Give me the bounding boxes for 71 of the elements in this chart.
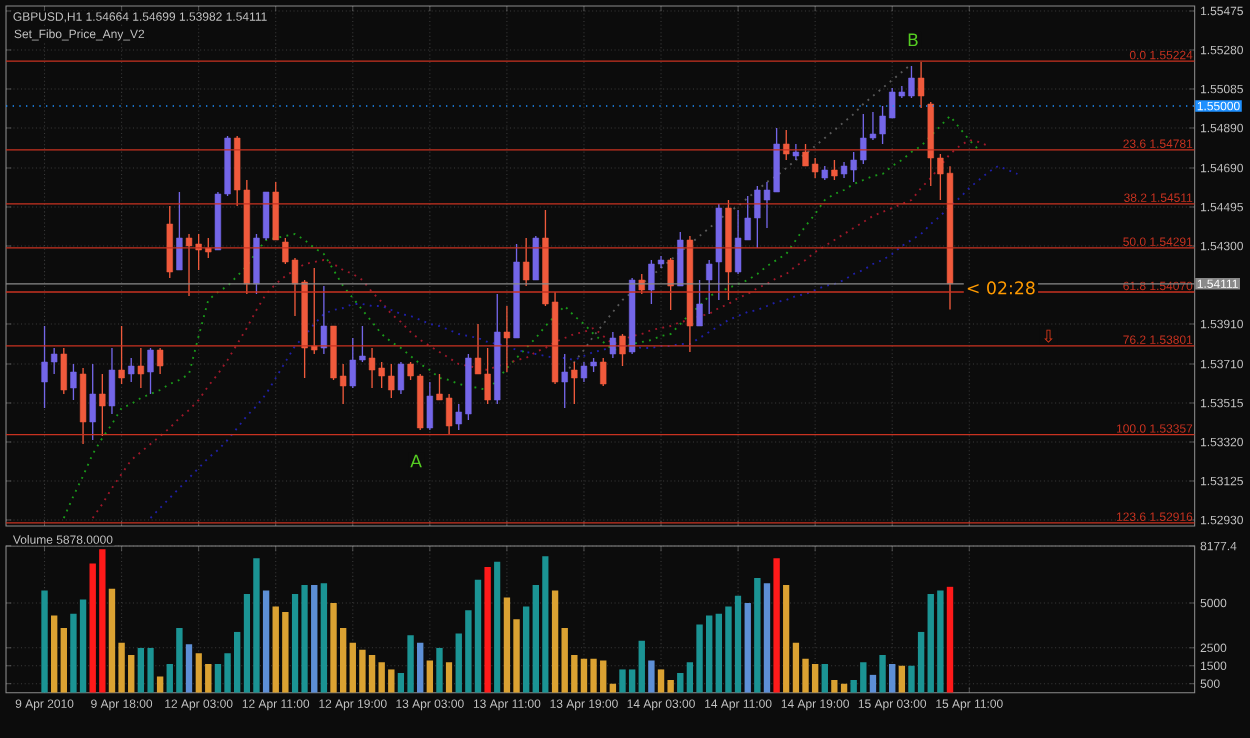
bar bbox=[522, 606, 530, 693]
candlestick bbox=[108, 347, 116, 415]
bar bbox=[436, 647, 443, 693]
bar bbox=[484, 567, 491, 693]
candlestick bbox=[600, 357, 607, 387]
candlestick bbox=[667, 257, 674, 311]
bar bbox=[821, 663, 828, 693]
bar bbox=[754, 577, 761, 693]
candlestick bbox=[503, 305, 511, 373]
candlestick bbox=[677, 231, 684, 287]
bar bbox=[879, 655, 886, 693]
candlestick bbox=[118, 325, 125, 385]
bar bbox=[600, 660, 607, 693]
candlestick bbox=[147, 347, 154, 395]
candlestick bbox=[571, 361, 578, 405]
candlestick bbox=[706, 259, 713, 315]
bar bbox=[831, 680, 838, 693]
candlestick bbox=[619, 333, 626, 367]
bar bbox=[638, 640, 645, 693]
bar bbox=[773, 558, 780, 693]
bar bbox=[744, 602, 751, 693]
bar bbox=[311, 585, 318, 693]
candlestick bbox=[166, 205, 173, 279]
annotation: < 02:28 bbox=[967, 281, 1035, 295]
bar bbox=[50, 615, 58, 693]
candlestick bbox=[272, 181, 279, 241]
annotation: B bbox=[908, 33, 918, 47]
bar bbox=[898, 665, 906, 693]
bar bbox=[417, 642, 424, 693]
bar bbox=[889, 663, 896, 693]
bar bbox=[648, 660, 655, 693]
candlestick bbox=[638, 273, 645, 295]
candlestick bbox=[783, 129, 790, 161]
bar bbox=[262, 590, 270, 693]
candlestick bbox=[917, 61, 925, 109]
bar bbox=[147, 647, 154, 693]
bar bbox=[320, 583, 328, 693]
candlestick bbox=[79, 367, 87, 445]
candlestick bbox=[70, 363, 77, 401]
candlestick bbox=[128, 357, 135, 383]
bar bbox=[677, 672, 684, 693]
candlestick bbox=[609, 331, 617, 359]
bar bbox=[99, 549, 106, 693]
annotation: A bbox=[410, 454, 422, 468]
bar bbox=[426, 660, 434, 693]
candlestick bbox=[397, 361, 405, 395]
bar bbox=[946, 586, 954, 693]
candlestick bbox=[561, 353, 568, 409]
candlestick bbox=[532, 235, 539, 281]
bar bbox=[494, 561, 501, 693]
bar bbox=[41, 590, 48, 693]
bar bbox=[551, 590, 559, 693]
candlestick bbox=[523, 237, 530, 287]
candlestick bbox=[89, 363, 96, 441]
bar bbox=[763, 583, 771, 693]
bar bbox=[445, 662, 453, 693]
bar bbox=[137, 647, 145, 693]
candlestick bbox=[156, 347, 164, 375]
candlestick bbox=[426, 381, 433, 431]
candlestick bbox=[60, 347, 67, 395]
bar bbox=[89, 563, 96, 693]
bar bbox=[60, 628, 67, 693]
candlestick bbox=[176, 191, 183, 271]
candlestick bbox=[320, 285, 328, 355]
candlestick bbox=[696, 279, 703, 327]
annotation: ⇩ bbox=[1044, 329, 1053, 343]
bar bbox=[185, 644, 193, 693]
bar bbox=[783, 585, 790, 693]
candlestick bbox=[99, 373, 106, 437]
candlestick bbox=[831, 159, 838, 181]
candlestick bbox=[137, 347, 145, 389]
